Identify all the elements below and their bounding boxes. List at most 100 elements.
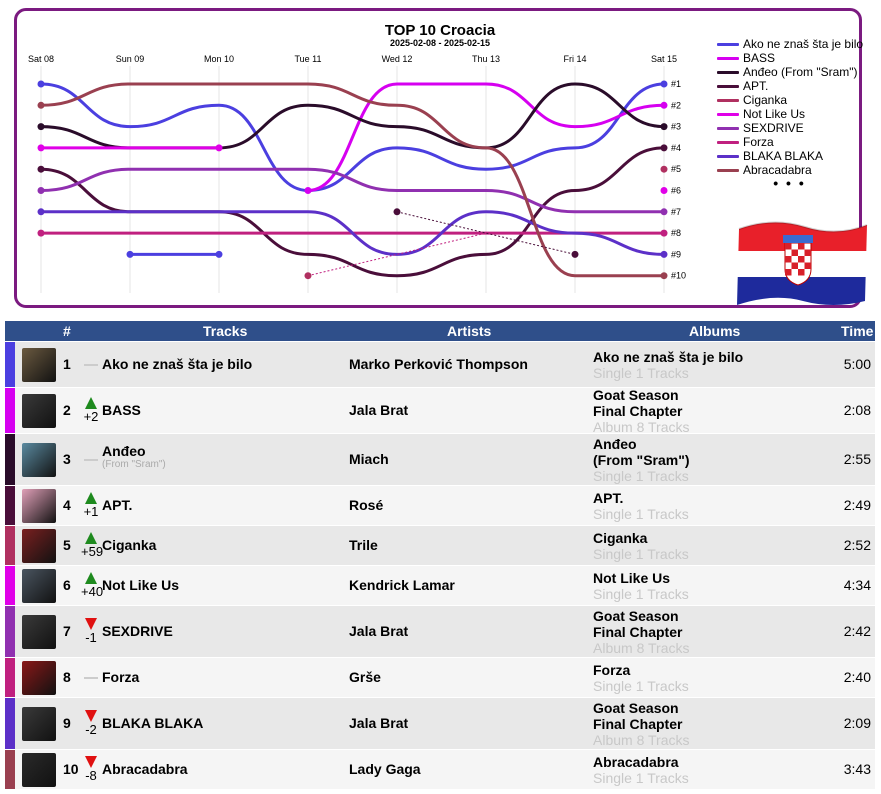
table-row[interactable]: 10 -8 Abracadabra Lady Gaga Abracadabra Singl… xyxy=(5,750,875,790)
album-title[interactable]: APT. Single 1 Tracks xyxy=(593,490,689,522)
album-name: Goat Season xyxy=(593,700,679,716)
table-row[interactable]: 7 -1 SEXDRIVE Jala Brat Goat Season Final Cha… xyxy=(5,606,875,658)
series-point xyxy=(660,165,668,173)
legend-label: Ciganka xyxy=(743,93,788,107)
table-row[interactable]: 1 Ako ne znaš šta je bilo Marko Perković T… xyxy=(5,342,875,388)
legend-item[interactable]: Anđeo (From "Sram") xyxy=(717,65,877,79)
album-title[interactable]: Not Like Us Single 1 Tracks xyxy=(593,570,689,602)
legend-swatch xyxy=(717,154,739,158)
series-point xyxy=(660,101,668,109)
series-point xyxy=(37,144,45,152)
album-cover[interactable] xyxy=(22,443,56,477)
artist-name[interactable]: Grše xyxy=(349,669,381,685)
rank-label: #9 xyxy=(671,249,681,259)
header-time[interactable]: Time xyxy=(841,323,874,339)
header-albums[interactable]: Albums xyxy=(689,323,741,339)
connector-dotted xyxy=(396,211,576,255)
track-duration: 2:09 xyxy=(843,715,871,731)
day-label: Sun 09 xyxy=(116,54,145,64)
legend-swatch xyxy=(717,70,739,74)
legend-item[interactable]: APT. xyxy=(717,79,877,93)
rank-change-cell: +2 xyxy=(81,397,101,424)
legend-item[interactable]: Not Like Us xyxy=(717,107,877,121)
artist-name[interactable]: Kendrick Lamar xyxy=(349,577,455,593)
table-row[interactable]: 6 +40 Not Like Us Kendrick Lamar Not Like Us… xyxy=(5,566,875,606)
album-title[interactable]: Abracadabra Single 1 Tracks xyxy=(593,754,689,786)
album-cover[interactable] xyxy=(22,348,56,382)
track-title[interactable]: Not Like Us xyxy=(102,577,179,593)
album-cover[interactable] xyxy=(22,394,56,428)
legend-label: BASS xyxy=(743,51,776,65)
header-artists[interactable]: Artists xyxy=(447,323,492,339)
artist-name[interactable]: Miach xyxy=(349,451,389,467)
track-title[interactable]: Forza xyxy=(102,669,139,685)
artist-name[interactable]: Rosé xyxy=(349,497,384,513)
legend-item[interactable]: Ciganka xyxy=(717,93,877,107)
legend-item[interactable]: Abracadabra xyxy=(717,163,877,177)
series-point xyxy=(215,144,223,152)
legend: Ako ne znaš šta je bilo BASS Anđeo (From "… xyxy=(717,37,877,191)
album-meta: Album 8 Tracks xyxy=(593,419,690,435)
table-row[interactable]: 8 Forza Grše Forza Single 1 Tracks 2:40 xyxy=(5,658,875,698)
legend-more[interactable]: • • • xyxy=(773,175,806,191)
legend-item[interactable]: Ako ne znaš šta je bilo xyxy=(717,37,877,51)
album-cover[interactable] xyxy=(22,661,56,695)
album-name: Final Chapter xyxy=(593,403,683,419)
table-row[interactable]: 5 +59 Ciganka Trile Ciganka Single 1 Tracks 2:… xyxy=(5,526,875,566)
row-rank: 6 xyxy=(63,577,71,593)
legend-item[interactable]: SEXDRIVE xyxy=(717,121,877,135)
rank-change-cell: +1 xyxy=(81,492,101,519)
series-line xyxy=(39,82,666,278)
album-title[interactable]: Anđeo (From "Sram") Single 1 Tracks xyxy=(593,436,690,484)
album-cover[interactable] xyxy=(22,489,56,523)
legend-item[interactable]: Forza xyxy=(717,135,877,149)
series-point xyxy=(37,208,45,216)
track-title[interactable]: Abracadabra xyxy=(102,761,188,777)
album-meta: Single 1 Tracks xyxy=(593,468,689,484)
album-name: Goat Season xyxy=(593,608,679,624)
track-name: BASS xyxy=(102,402,141,418)
table-row[interactable]: 2 +2 BASS Jala Brat Goat Season Final Chapter… xyxy=(5,387,875,435)
header-tracks[interactable]: Tracks xyxy=(203,323,248,339)
album-title[interactable]: Goat Season Final Chapter Album 8 Tracks xyxy=(593,700,689,748)
table-row[interactable]: 9 -2 BLAKA BLAKA Jala Brat Goat Season Final … xyxy=(5,698,875,750)
legend-item[interactable]: BASS xyxy=(717,51,877,65)
rank-label: #1 xyxy=(671,79,681,89)
rank-label: #3 xyxy=(671,122,681,132)
rank-label: #5 xyxy=(671,164,681,174)
album-cover[interactable] xyxy=(22,529,56,563)
track-title[interactable]: Ako ne znaš šta je bilo xyxy=(102,356,252,372)
legend-item[interactable]: BLAKA BLAKA xyxy=(717,149,877,163)
track-title[interactable]: BLAKA BLAKA xyxy=(102,715,203,731)
rank-down-icon xyxy=(85,618,97,630)
album-title[interactable]: Goat Season Final Chapter Album 8 Tracks xyxy=(593,608,689,656)
table-row[interactable]: 4 +1 APT. Rosé APT. Single 1 Tracks 2:49 xyxy=(5,486,875,526)
album-cover[interactable] xyxy=(22,615,56,649)
track-title[interactable]: Anđeo (From "Sram") xyxy=(102,443,166,470)
legend-swatch xyxy=(717,56,739,60)
album-title[interactable]: Forza Single 1 Tracks xyxy=(593,662,689,694)
album-title[interactable]: Goat Season Final Chapter Album 8 Tracks xyxy=(593,387,689,435)
row-rank: 1 xyxy=(63,356,71,372)
track-title[interactable]: BASS xyxy=(102,402,141,418)
track-title[interactable]: APT. xyxy=(102,497,132,513)
artist-name[interactable]: Lady Gaga xyxy=(349,761,421,777)
album-cover[interactable] xyxy=(22,707,56,741)
row-rank: 10 xyxy=(63,761,79,777)
track-title[interactable]: Ciganka xyxy=(102,537,156,553)
artist-name[interactable]: Jala Brat xyxy=(349,715,409,731)
album-title[interactable]: Ciganka Single 1 Tracks xyxy=(593,530,689,562)
artist-name[interactable]: Trile xyxy=(349,537,378,553)
table-row[interactable]: 3 Anđeo (From "Sram") Miach Anđeo (From "Sram… xyxy=(5,434,875,486)
album-name: Abracadabra xyxy=(593,754,679,770)
album-cover[interactable] xyxy=(22,753,56,787)
row-rank: 8 xyxy=(63,669,71,685)
album-cover[interactable] xyxy=(22,569,56,603)
artist-name[interactable]: Jala Brat xyxy=(349,402,409,418)
artist-name[interactable]: Marko Perković Thompson xyxy=(349,356,528,372)
album-title[interactable]: Ako ne znaš šta je bilo Single 1 Tracks xyxy=(593,349,743,381)
track-duration: 2:42 xyxy=(843,623,871,639)
track-title[interactable]: SEXDRIVE xyxy=(102,623,173,639)
artist-name[interactable]: Jala Brat xyxy=(349,623,409,639)
legend-label: BLAKA BLAKA xyxy=(743,149,824,163)
